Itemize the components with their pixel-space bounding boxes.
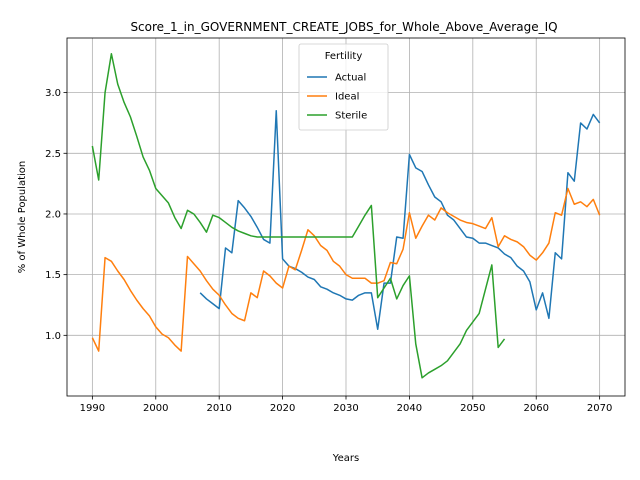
x-tick-label: 2030 <box>333 403 358 414</box>
x-tick-label: 2040 <box>397 403 422 414</box>
series-line-actual <box>199 110 601 330</box>
series-line-ideal <box>91 187 601 352</box>
y-tick-label: 2.5 <box>45 149 61 160</box>
chart-title: Score_1_in_GOVERNMENT_CREATE_JOBS_for_Wh… <box>130 20 557 34</box>
legend-title: Fertility <box>325 51 363 62</box>
y-axis-label: % of Whole Population <box>17 161 28 274</box>
x-axis-label: Years <box>332 453 359 464</box>
y-axis: 1.0 1.5 2.0 2.5 3.0 <box>45 88 67 342</box>
y-tick-label: 3.0 <box>45 88 61 99</box>
series-line-sterile <box>91 53 506 379</box>
x-axis: 1990 2000 2010 2020 2030 2040 2050 2060 2070 <box>80 396 612 414</box>
x-tick-label: 1990 <box>80 403 105 414</box>
x-tick-label: 2050 <box>460 403 485 414</box>
legend-box <box>298 43 389 131</box>
x-tick-label: 2060 <box>524 403 549 414</box>
legend-label-sterile: Sterile <box>335 111 367 122</box>
x-tick-label: 2000 <box>143 403 168 414</box>
y-tick-label: 1.0 <box>45 331 61 342</box>
y-tick-label: 2.0 <box>45 209 61 220</box>
y-tick-label: 1.5 <box>45 270 61 281</box>
legend-label-actual: Actual <box>335 73 366 84</box>
series-lines <box>91 53 601 379</box>
legend: Fertility Actual Ideal Sterile <box>298 43 389 131</box>
legend-label-ideal: Ideal <box>335 92 359 103</box>
x-tick-label: 2070 <box>587 403 612 414</box>
x-tick-label: 2010 <box>206 403 231 414</box>
x-tick-label: 2020 <box>270 403 295 414</box>
